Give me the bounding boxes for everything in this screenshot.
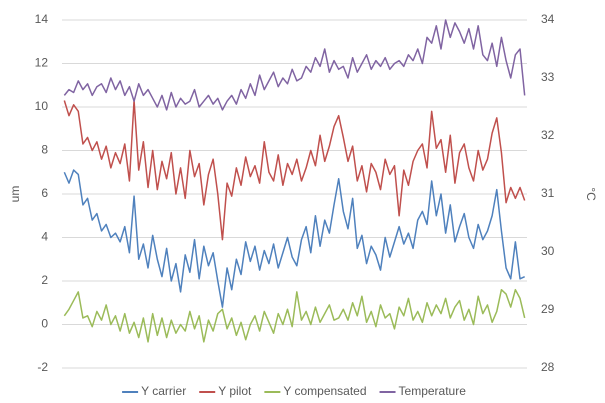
series-line — [63, 288, 526, 343]
y-tick-label: -2 — [37, 360, 48, 374]
series-line — [63, 99, 526, 241]
y2-tick-label: 32 — [541, 128, 555, 142]
legend-item: Y pilot — [199, 384, 252, 398]
y2-axis-title: °C — [584, 187, 598, 201]
y2-tick-label: 33 — [541, 70, 555, 84]
legend-item: Y carrier — [122, 384, 186, 398]
y2-tick-label: 28 — [541, 360, 555, 374]
legend-label: Y compensated — [283, 384, 366, 398]
y-tick-label: 12 — [35, 56, 49, 70]
y-tick-label: 0 — [41, 317, 48, 331]
legend-item: Y compensated — [264, 384, 367, 398]
y2-tick-label: 31 — [541, 186, 555, 200]
y-tick-label: 14 — [35, 12, 49, 26]
y-axis-title: um — [8, 186, 22, 203]
series-line — [63, 19, 526, 111]
legend-item: Temperature — [379, 384, 467, 398]
y-tick-label: 10 — [35, 99, 49, 113]
y2-tick-label: 34 — [541, 12, 555, 26]
legend-label: Temperature — [399, 384, 467, 398]
y-tick-label: 2 — [41, 273, 48, 287]
y2-tick-label: 30 — [541, 244, 555, 258]
legend-label: Y carrier — [141, 384, 186, 398]
series-line — [63, 169, 525, 308]
y2-tick-label: 29 — [541, 302, 555, 316]
y-tick-label: 8 — [41, 143, 48, 157]
legend-label: Y pilot — [218, 384, 252, 398]
y-tick-label: 4 — [41, 230, 48, 244]
y-tick-label: 6 — [41, 186, 48, 200]
